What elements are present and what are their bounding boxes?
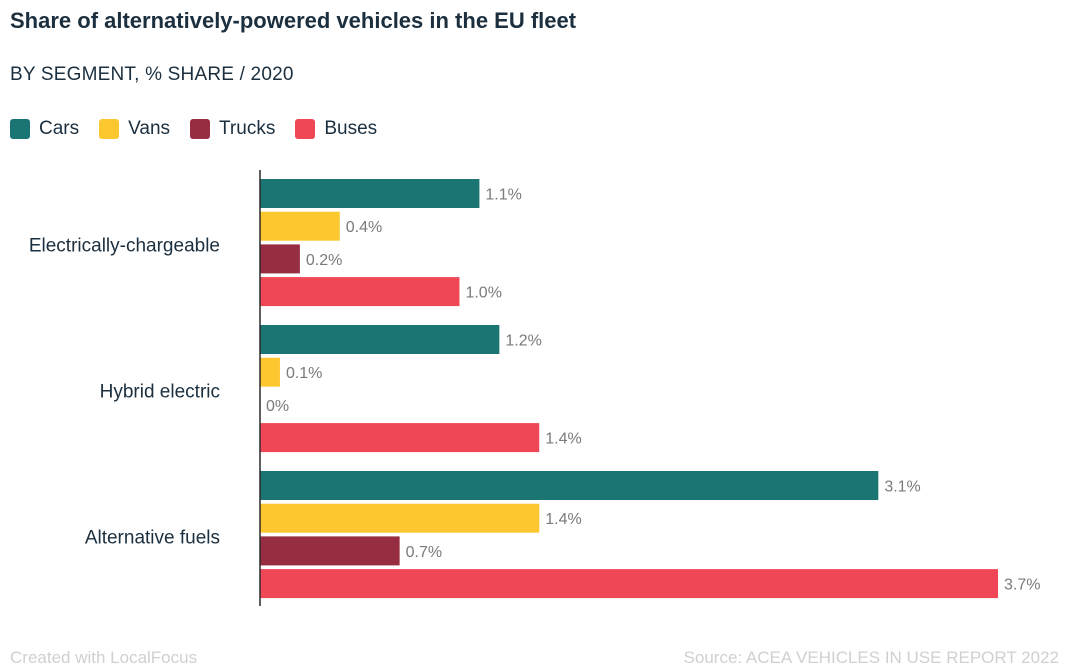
value-label: 0.1% [286, 365, 322, 382]
value-label: 3.1% [884, 479, 920, 496]
legend-item-vans: Vans [99, 118, 170, 140]
legend-swatch [10, 119, 30, 139]
legend: Cars Vans Trucks Buses [10, 118, 377, 140]
value-label: 1.0% [465, 285, 501, 302]
value-label: 0.4% [346, 219, 382, 236]
category-label: Alternative fuels [85, 527, 220, 548]
value-label: 1.4% [545, 431, 581, 448]
bar-cars [260, 471, 879, 500]
chart-subtitle: BY SEGMENT, % SHARE / 2020 [10, 64, 294, 85]
bar-vans [260, 357, 280, 387]
legend-item-trucks: Trucks [190, 118, 275, 140]
value-label: 1.1% [485, 187, 521, 204]
bar-vans [260, 211, 340, 241]
value-label: 1.2% [505, 333, 541, 350]
legend-swatch [99, 119, 120, 139]
legend-label: Buses [324, 118, 378, 139]
value-label: 0.7% [406, 544, 442, 561]
bar-cars [260, 179, 480, 208]
category-label: Electrically-chargeable [29, 235, 220, 256]
bar-buses [260, 569, 998, 599]
bar-trucks [260, 244, 300, 274]
legend-label: Vans [128, 118, 171, 139]
bar-trucks [260, 536, 400, 566]
legend-label: Trucks [219, 118, 276, 139]
legend-label: Cars [39, 118, 80, 139]
category-label: Hybrid electric [100, 381, 220, 402]
chart-title: Share of alternatively-powered vehicles … [10, 8, 577, 33]
bar-vans [260, 503, 540, 533]
legend-item-buses: Buses [295, 118, 377, 140]
value-label: 1.4% [545, 511, 581, 528]
legend-item-cars: Cars [10, 118, 79, 140]
bar-buses [260, 277, 460, 307]
legend-swatch [190, 119, 211, 139]
source-note: Source: ACEA VEHICLES IN USE REPORT 2022 [683, 648, 1059, 667]
bar-cars [260, 325, 500, 354]
bar-chart: Electrically-chargeable Hybrid electric Al… [29, 170, 1040, 606]
created-with-credit: Created with LocalFocus [10, 648, 198, 667]
bar-buses [260, 423, 540, 453]
value-label: 3.7% [1004, 577, 1040, 594]
legend-swatch [295, 119, 316, 139]
value-label: 0% [266, 398, 289, 415]
value-label: 0.2% [306, 252, 342, 269]
